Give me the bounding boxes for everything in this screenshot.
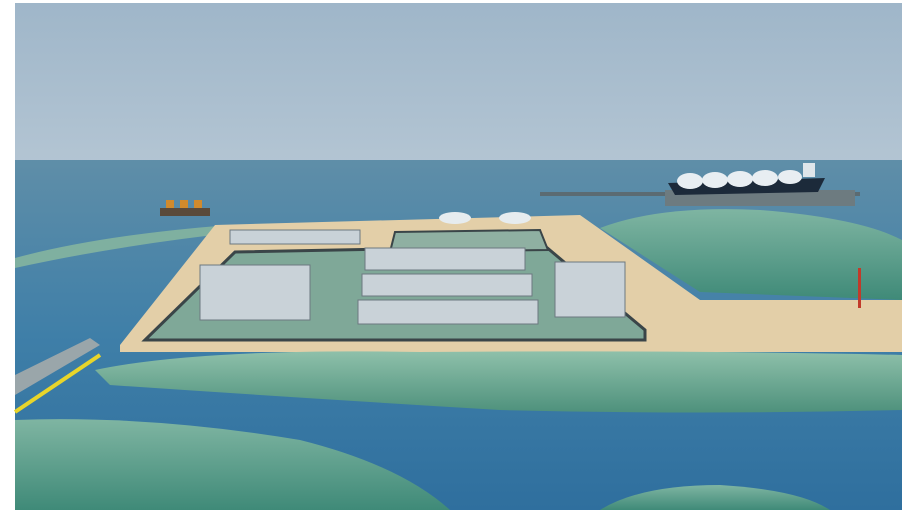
flare-stack xyxy=(858,268,861,308)
storage-tanks xyxy=(439,212,531,224)
tank-area xyxy=(388,228,550,254)
tugboats xyxy=(160,208,210,216)
pier xyxy=(15,338,100,395)
hill-front xyxy=(95,351,902,413)
reef xyxy=(15,225,240,268)
pipeline xyxy=(13,353,102,414)
hill-right xyxy=(600,209,902,300)
hill-foreground-left xyxy=(15,419,450,510)
tug-cabins xyxy=(166,200,202,208)
process-trains xyxy=(199,229,626,325)
hill-foreground-right xyxy=(600,485,830,510)
ship-tanks xyxy=(677,170,802,189)
ship-bridge xyxy=(803,163,815,177)
